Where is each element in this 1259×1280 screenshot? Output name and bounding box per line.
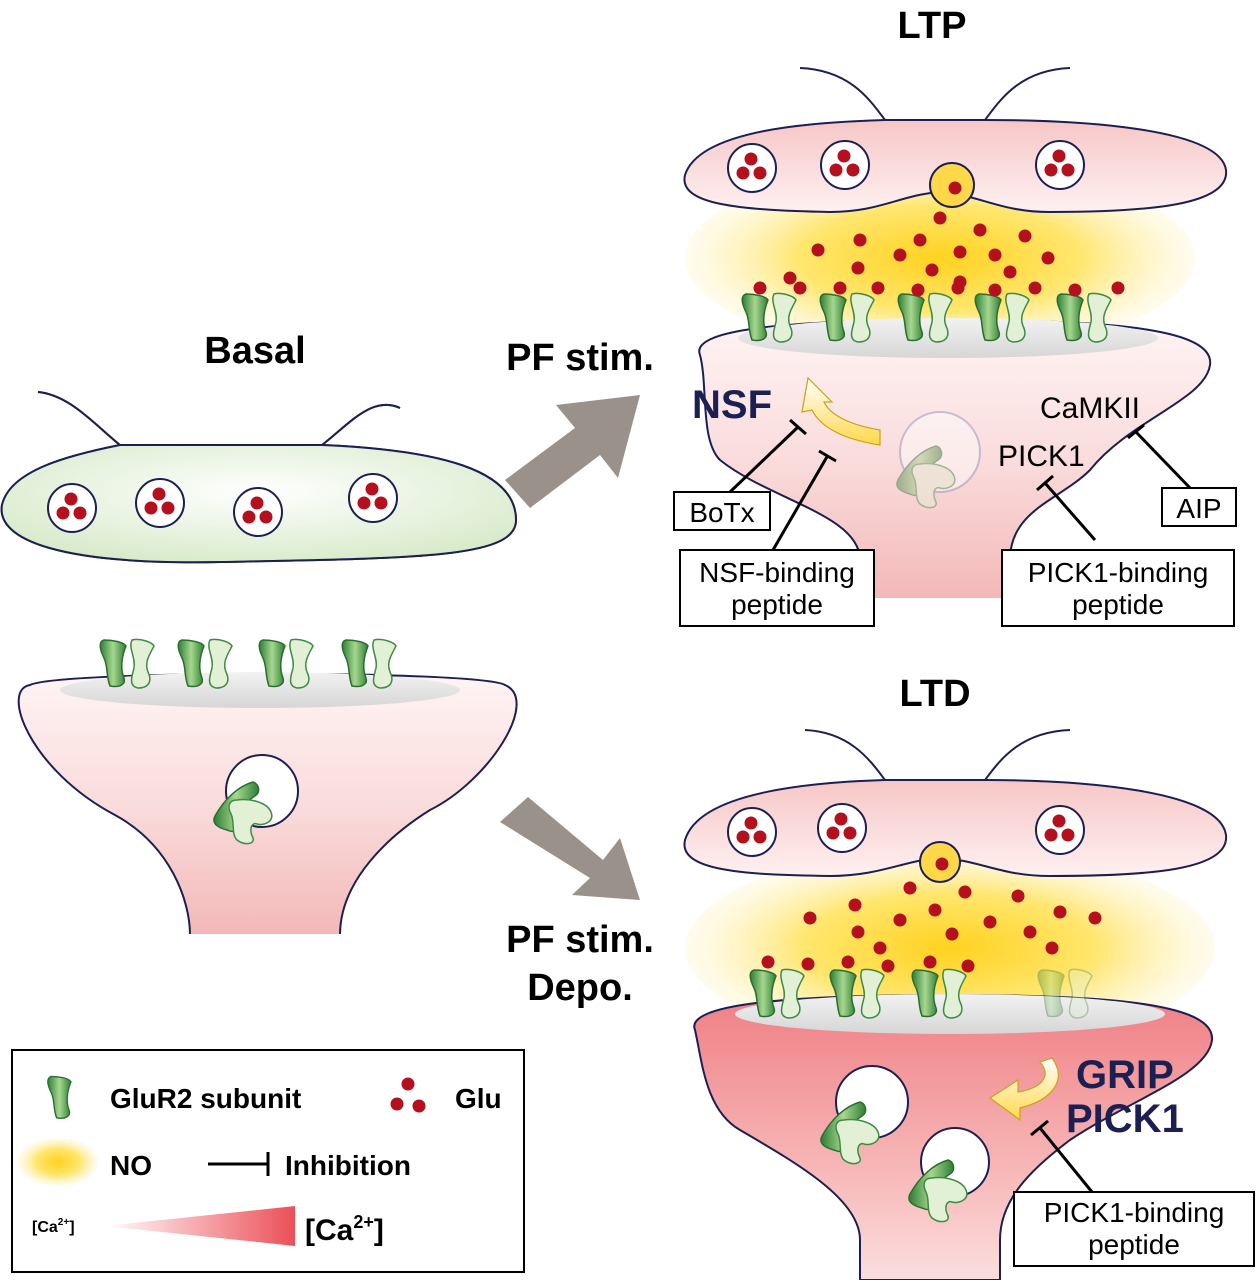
basal-panel: Basal xyxy=(0,330,520,944)
vesicle xyxy=(1035,140,1085,190)
ltd-pick1-peptide-line1: PICK1-binding xyxy=(1044,1197,1225,1228)
vesicle xyxy=(348,473,398,523)
legend: GluR2 subunit Glu NO Inhibition [Ca2+] [… xyxy=(11,1049,525,1273)
ltd-pick1-peptide-line2: peptide xyxy=(1088,1229,1180,1260)
basal-title: Basal xyxy=(204,330,305,372)
botx-label: BoTx xyxy=(689,497,754,528)
ltd-pick1-label: PICK1 xyxy=(1066,1097,1184,1141)
ltp-panel: LTP xyxy=(673,5,1237,638)
grip-label: GRIP xyxy=(1076,1053,1174,1097)
legend-inhibition-label: Inhibition xyxy=(285,1150,411,1181)
arrow-to-ltp: PF stim. xyxy=(505,337,654,508)
legend-glur2-label: GluR2 subunit xyxy=(110,1083,301,1114)
ltp-pick1-peptide-box xyxy=(1001,549,1235,627)
inhibition-line xyxy=(1030,1119,1094,1193)
ltp-pick1-peptide-line2: peptide xyxy=(1072,589,1164,620)
nsf-peptide-line1: NSF-binding xyxy=(699,557,855,588)
vesicle xyxy=(727,807,777,857)
nsf-label: NSF xyxy=(692,383,772,427)
glu-icon xyxy=(390,1077,426,1113)
arrow-to-ltd: PF stim. Depo. xyxy=(500,797,654,1009)
pick1-label: PICK1 xyxy=(998,440,1085,473)
nsf-peptide-line2: peptide xyxy=(731,589,823,620)
grip-endocytosis-arrow xyxy=(988,1057,1059,1122)
aip-box xyxy=(1161,487,1237,527)
legend-ca-low: [Ca2+] xyxy=(32,1217,75,1236)
faded-endosome xyxy=(896,411,981,509)
inhibition-icon xyxy=(208,1152,270,1176)
inhibition-lines xyxy=(728,418,1194,551)
arrow-ltd-label-1: PF stim. xyxy=(506,919,654,961)
ltd-pick1-peptide-box xyxy=(1013,1191,1255,1267)
legend-no-label: NO xyxy=(110,1150,152,1181)
nsf-exocytosis-arrow xyxy=(801,376,881,446)
legend-ca-high: [Ca2+] xyxy=(305,1212,384,1247)
arrow-ltd-label-2: Depo. xyxy=(527,967,633,1009)
ltp-pick1-peptide-line1: PICK1-binding xyxy=(1028,557,1209,588)
aip-label: AIP xyxy=(1176,493,1221,524)
legend-glu-label: Glu xyxy=(455,1083,502,1114)
camkii-label: CaMKII xyxy=(1040,392,1140,425)
botx-box xyxy=(673,491,771,531)
ltd-title: LTD xyxy=(899,673,970,715)
calcium-gradient-wedge xyxy=(105,1206,295,1246)
arrow-ltp-label: PF stim. xyxy=(506,337,654,379)
vesicle xyxy=(727,143,777,193)
ltd-panel: LTD GR xyxy=(683,673,1255,1280)
vesicle xyxy=(820,140,870,190)
vesicle xyxy=(47,483,97,533)
vesicle xyxy=(135,478,185,528)
vesicle xyxy=(233,487,283,537)
vesicle xyxy=(817,803,867,853)
ltp-title: LTP xyxy=(898,5,967,47)
no-icon xyxy=(18,1138,98,1186)
nsf-peptide-box xyxy=(679,549,875,627)
vesicle xyxy=(1035,805,1085,855)
